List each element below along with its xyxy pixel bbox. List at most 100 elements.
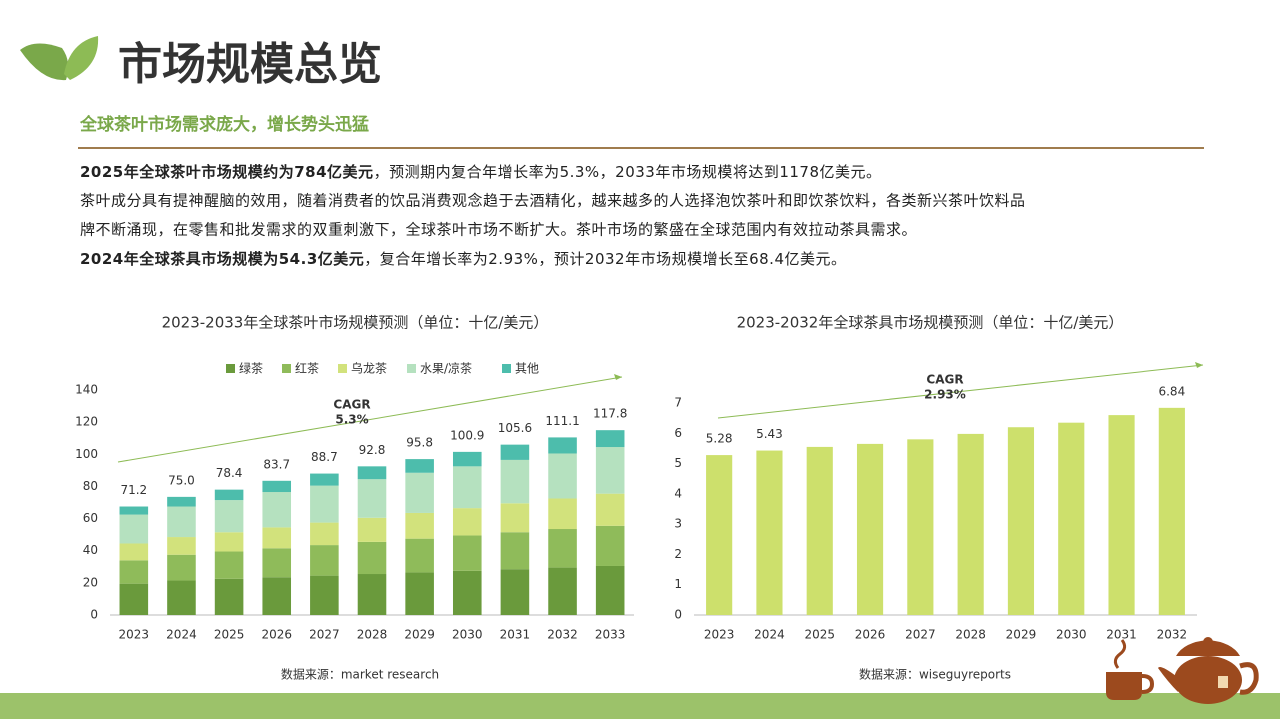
bar xyxy=(957,433,984,615)
legend-label: 绿茶 xyxy=(239,361,263,376)
bar-segment xyxy=(310,545,339,576)
bar-segment xyxy=(310,485,339,523)
bar-segment xyxy=(214,489,244,501)
bar xyxy=(907,439,934,615)
value-label: 5.43 xyxy=(756,427,783,441)
total-label: 75.0 xyxy=(168,473,195,487)
y-tick-label: 5 xyxy=(674,456,682,470)
bar-segment xyxy=(262,492,292,528)
bar-segment xyxy=(405,472,434,513)
bar-segment xyxy=(500,532,530,570)
x-tick-label: 2030 xyxy=(1056,628,1087,642)
teaware-icon xyxy=(1106,637,1259,704)
y-tick-label: 120 xyxy=(75,415,98,429)
bar-segment xyxy=(214,551,244,579)
bar xyxy=(1108,415,1135,615)
total-label: 92.8 xyxy=(359,443,386,457)
paragraph: 茶叶成分具有提神醒脑的效用，随着消费者的饮品消费观念趋于去酒精化，越来越多的人选… xyxy=(80,192,1026,210)
x-tick-label: 2029 xyxy=(1006,628,1037,642)
arrow-head xyxy=(614,374,622,380)
annotation: 2.93% xyxy=(924,388,966,402)
total-label: 78.4 xyxy=(216,466,243,480)
bar-segment xyxy=(452,570,482,615)
legend-swatch xyxy=(338,364,347,373)
bar-segment xyxy=(357,574,387,615)
bar-segment xyxy=(548,437,577,454)
bar xyxy=(1158,407,1185,615)
cagr-arrow xyxy=(717,364,1204,419)
bar-segment xyxy=(595,447,625,494)
bar-segment xyxy=(167,506,196,538)
legend-swatch xyxy=(502,364,511,373)
bar-segment xyxy=(357,479,387,518)
bar-segment xyxy=(357,466,387,480)
bar-segment xyxy=(262,527,292,549)
bar-segment xyxy=(405,459,434,473)
bar-segment xyxy=(262,480,292,493)
y-tick-label: 1 xyxy=(674,577,682,591)
legend-label: 水果/凉茶 xyxy=(420,361,472,376)
bar xyxy=(706,455,733,615)
arrow-head xyxy=(1195,362,1203,368)
legend-label: 其他 xyxy=(515,362,539,376)
x-tick-label: 2027 xyxy=(905,628,936,642)
bar-segment xyxy=(262,548,292,578)
bar xyxy=(856,443,884,615)
bar-segment xyxy=(595,565,625,615)
bar xyxy=(806,446,833,615)
chart-title: 2023-2033年全球茶叶市场规模预测（单位：十亿/美元） xyxy=(162,314,549,332)
bar-segment xyxy=(119,543,149,561)
bar-segment xyxy=(357,541,387,575)
bar xyxy=(756,450,783,615)
bar-segment xyxy=(500,444,530,460)
paragraph: 2025年全球茶叶市场规模约为784亿美元，预测期内复合年增长率为5.3%，20… xyxy=(80,163,882,181)
x-tick-label: 2029 xyxy=(404,628,435,642)
bar-segment xyxy=(357,517,387,542)
value-label: 5.28 xyxy=(706,432,733,446)
bar-segment xyxy=(405,572,434,615)
cagr-arrow xyxy=(117,376,623,463)
total-label: 111.1 xyxy=(545,414,579,428)
y-tick-label: 7 xyxy=(674,396,682,410)
y-tick-label: 140 xyxy=(75,383,98,397)
x-tick-label: 2026 xyxy=(261,628,292,642)
chart-title: 2023-2032年全球茶具市场规模预测（单位：十亿/美元） xyxy=(737,314,1124,332)
x-tick-label: 2033 xyxy=(595,628,626,642)
bar-segment xyxy=(214,532,244,552)
bar-segment xyxy=(548,567,577,615)
y-tick-label: 80 xyxy=(83,479,98,493)
bar-segment xyxy=(452,535,482,571)
footer-band xyxy=(0,693,1280,719)
bar-segment xyxy=(119,583,149,615)
text: ，复合年增长率为2.93%，预计2032年市场规模增长至68.4亿美元。 xyxy=(364,250,846,268)
annotation: CAGR xyxy=(333,398,370,412)
x-tick-label: 2028 xyxy=(357,628,388,642)
y-tick-label: 6 xyxy=(674,426,682,440)
x-tick-label: 2032 xyxy=(1157,628,1188,642)
paragraph: 牌不断涌现，在零售和批发需求的双重刺激下，全球茶叶市场不断扩大。茶叶市场的繁盛在… xyxy=(80,221,917,239)
leaf-icon xyxy=(20,36,99,81)
total-label: 117.8 xyxy=(593,407,627,421)
total-label: 71.2 xyxy=(120,483,147,497)
bar-segment xyxy=(405,512,434,539)
bar-segment xyxy=(548,498,577,530)
bar-segment xyxy=(214,578,244,615)
legend-swatch xyxy=(226,364,235,373)
bar-segment xyxy=(167,580,196,615)
bar-segment xyxy=(500,459,530,504)
y-tick-label: 3 xyxy=(674,517,682,531)
bar-segment xyxy=(452,466,482,509)
paragraph: 2024年全球茶具市场规模为54.3亿美元，复合年增长率为2.93%，预计203… xyxy=(80,250,847,268)
x-tick-label: 2031 xyxy=(500,628,531,642)
x-tick-label: 2023 xyxy=(704,628,735,642)
bar-segment xyxy=(310,473,339,486)
total-label: 100.9 xyxy=(450,428,484,442)
bar-segment xyxy=(310,522,339,546)
bar-segment xyxy=(119,560,149,584)
legend-label: 乌龙茶 xyxy=(351,361,387,376)
bar xyxy=(1058,422,1085,615)
x-tick-label: 2032 xyxy=(547,628,578,642)
total-label: 88.7 xyxy=(311,450,338,464)
source-note: 数据来源：wiseguyreports xyxy=(859,667,1011,682)
